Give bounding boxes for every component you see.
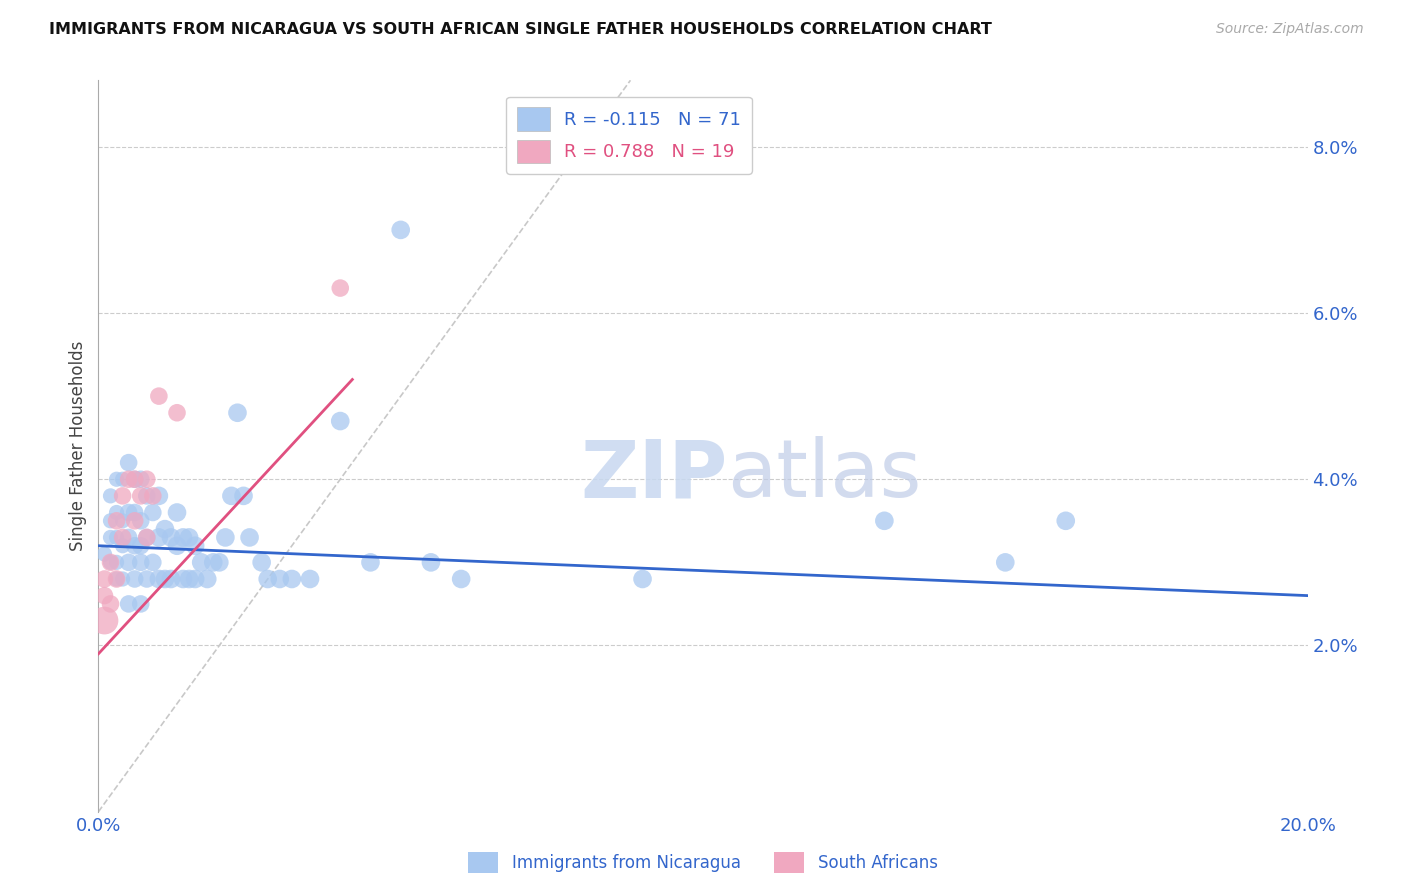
Point xyxy=(111,539,134,553)
Point xyxy=(118,530,141,544)
Point xyxy=(105,530,128,544)
Point xyxy=(124,572,146,586)
Point xyxy=(166,539,188,553)
Point xyxy=(124,539,146,553)
Point xyxy=(281,572,304,586)
Text: ZIP: ZIP xyxy=(579,436,727,515)
Point xyxy=(105,506,128,520)
Point xyxy=(118,472,141,486)
Point xyxy=(631,572,654,586)
Point xyxy=(105,555,128,569)
Point xyxy=(160,530,183,544)
Point xyxy=(111,472,134,486)
Point xyxy=(172,572,194,586)
Point xyxy=(142,506,165,520)
Point xyxy=(153,522,176,536)
Point xyxy=(105,572,128,586)
Point xyxy=(93,572,115,586)
Point xyxy=(873,514,896,528)
Point xyxy=(1054,514,1077,528)
Point xyxy=(135,489,157,503)
Point xyxy=(100,489,122,503)
Point xyxy=(148,530,170,544)
Point xyxy=(124,506,146,520)
Point xyxy=(250,555,273,569)
Point xyxy=(179,530,201,544)
Point xyxy=(129,539,152,553)
Point xyxy=(214,530,236,544)
Legend: R = -0.115   N = 71, R = 0.788   N = 19: R = -0.115 N = 71, R = 0.788 N = 19 xyxy=(506,96,752,174)
Point xyxy=(148,489,170,503)
Point xyxy=(129,489,152,503)
Legend: Immigrants from Nicaragua, South Africans: Immigrants from Nicaragua, South African… xyxy=(461,846,945,880)
Point xyxy=(148,389,170,403)
Point xyxy=(93,547,115,561)
Point xyxy=(202,555,225,569)
Point xyxy=(148,572,170,586)
Point xyxy=(389,223,412,237)
Point xyxy=(420,555,443,569)
Point xyxy=(135,530,157,544)
Point xyxy=(100,530,122,544)
Point xyxy=(239,530,262,544)
Point xyxy=(166,506,188,520)
Point xyxy=(118,506,141,520)
Point xyxy=(93,614,115,628)
Point xyxy=(129,514,152,528)
Text: atlas: atlas xyxy=(727,436,921,515)
Point xyxy=(111,514,134,528)
Point xyxy=(179,572,201,586)
Point xyxy=(172,530,194,544)
Y-axis label: Single Father Households: Single Father Households xyxy=(69,341,87,551)
Text: Source: ZipAtlas.com: Source: ZipAtlas.com xyxy=(1216,22,1364,37)
Point xyxy=(195,572,218,586)
Point xyxy=(299,572,322,586)
Point xyxy=(153,572,176,586)
Point xyxy=(129,597,152,611)
Point xyxy=(142,555,165,569)
Point xyxy=(208,555,231,569)
Point xyxy=(360,555,382,569)
Point xyxy=(256,572,278,586)
Point xyxy=(100,555,122,569)
Point xyxy=(100,597,122,611)
Point xyxy=(142,489,165,503)
Point xyxy=(184,539,207,553)
Point xyxy=(124,514,146,528)
Point xyxy=(105,572,128,586)
Point xyxy=(100,514,122,528)
Point xyxy=(111,530,134,544)
Point xyxy=(111,572,134,586)
Point xyxy=(111,489,134,503)
Point xyxy=(105,514,128,528)
Point xyxy=(100,555,122,569)
Text: IMMIGRANTS FROM NICARAGUA VS SOUTH AFRICAN SINGLE FATHER HOUSEHOLDS CORRELATION : IMMIGRANTS FROM NICARAGUA VS SOUTH AFRIC… xyxy=(49,22,993,37)
Point xyxy=(184,572,207,586)
Point xyxy=(329,414,352,428)
Point xyxy=(190,555,212,569)
Point xyxy=(160,572,183,586)
Point xyxy=(166,406,188,420)
Point xyxy=(221,489,243,503)
Point xyxy=(232,489,254,503)
Point xyxy=(269,572,291,586)
Point xyxy=(329,281,352,295)
Point xyxy=(135,530,157,544)
Point xyxy=(135,572,157,586)
Point xyxy=(118,597,141,611)
Point xyxy=(93,589,115,603)
Point xyxy=(226,406,249,420)
Point xyxy=(129,555,152,569)
Point xyxy=(129,472,152,486)
Point xyxy=(105,472,128,486)
Point xyxy=(124,472,146,486)
Point xyxy=(135,472,157,486)
Point xyxy=(994,555,1017,569)
Point xyxy=(118,456,141,470)
Point xyxy=(450,572,472,586)
Point xyxy=(118,555,141,569)
Point xyxy=(124,472,146,486)
